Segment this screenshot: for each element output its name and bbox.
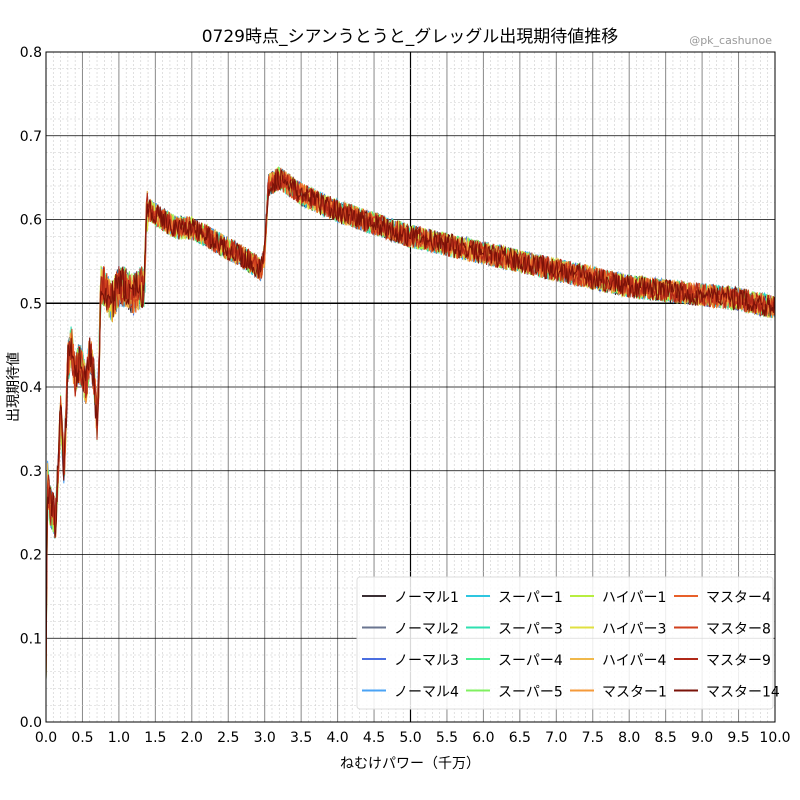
plot-frame (45, 51, 776, 723)
x-tick-label: 9.5 (727, 730, 749, 746)
x-tick-label: 3.0 (254, 730, 276, 746)
legend-label: ノーマル1 (394, 590, 459, 606)
y-tick-label: 0.6 (20, 213, 42, 229)
y-tick-label: 0.4 (20, 380, 42, 396)
x-tick-label: 2.5 (217, 730, 239, 746)
x-tick-label: 1.5 (144, 730, 166, 746)
x-tick-label: 8.5 (655, 730, 677, 746)
legend-label: スーパー3 (498, 622, 563, 638)
x-tick-label: 7.5 (582, 730, 604, 746)
x-tick-label: 0.0 (35, 730, 57, 746)
legend-label: ハイパー3 (602, 622, 666, 638)
x-axis-label: ねむけパワー（千万） (340, 756, 480, 772)
x-tick-label: 1.0 (108, 730, 130, 746)
y-axis-label: 出現期待値 (6, 352, 22, 422)
x-tick-label: 10.0 (759, 730, 790, 746)
y-tick-label: 0.1 (20, 631, 42, 647)
x-tick-label: 0.5 (71, 730, 93, 746)
legend-label: マスター14 (706, 685, 780, 701)
x-tick-label: 4.5 (363, 730, 385, 746)
series-line-15 (45, 167, 776, 681)
legend-label: ノーマル3 (394, 653, 459, 669)
y-tick-label: 0.0 (20, 715, 42, 731)
x-tick-label: 7.0 (545, 730, 567, 746)
x-tick-label: 5.0 (399, 730, 421, 746)
legend-label: スーパー1 (498, 590, 563, 606)
tick-labels: 0.0 0.5 1.0 1.5 2.0 2.5 3.0 3.5 4.0 4.5 5.0 5.5 6.0 6… (20, 45, 791, 746)
y-tick-label: 0.8 (20, 45, 42, 61)
x-tick-label: 4.0 (326, 730, 348, 746)
x-tick-label: 6.5 (509, 730, 531, 746)
y-tick-label: 0.3 (20, 464, 42, 480)
watermark: @pk_cashunoe (689, 34, 772, 47)
legend-label: ノーマル4 (394, 685, 459, 701)
y-tick-label: 0.7 (20, 129, 42, 145)
legend-label: マスター4 (706, 590, 771, 606)
y-tick-label: 0.2 (20, 548, 42, 564)
x-tick-label: 3.5 (290, 730, 312, 746)
legend-label: マスター8 (706, 622, 771, 638)
x-tick-label: 8.0 (618, 730, 640, 746)
legend-label: ハイパー1 (602, 590, 666, 606)
x-tick-label: 9.0 (691, 730, 713, 746)
chart-title: 0729時点_シアンうとうと_グレッグル出現期待値推移 (202, 27, 619, 47)
legend-box (356, 576, 774, 710)
legend-label: スーパー4 (498, 653, 563, 669)
series-lines (45, 166, 776, 681)
x-tick-label: 5.5 (436, 730, 458, 746)
legend: ノーマル1 ノーマル2 ノーマル3 ノーマル4 スーパー1 スーパー3 スーパー4 スーパー5… (356, 576, 780, 710)
legend-label: ハイパー4 (602, 653, 666, 669)
x-tick-label: 2.0 (181, 730, 203, 746)
legend-label: マスター1 (602, 685, 667, 701)
legend-label: マスター9 (706, 653, 771, 669)
x-tick-label: 6.0 (472, 730, 494, 746)
legend-label: ノーマル2 (394, 622, 459, 638)
y-tick-label: 0.5 (20, 296, 42, 312)
legend-label: スーパー5 (498, 685, 563, 701)
